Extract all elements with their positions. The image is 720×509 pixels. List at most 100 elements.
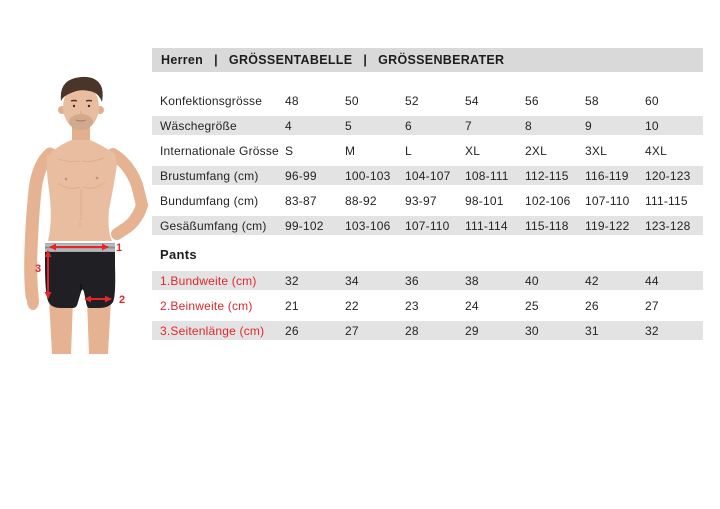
cell-value: 56 xyxy=(525,93,539,108)
cell-value: 8 xyxy=(525,118,532,133)
row-label: Konfektionsgrösse xyxy=(160,93,263,108)
pants-table: 1.Bundweite (cm) 32 34 36 38 40 42 44 2.… xyxy=(152,268,703,343)
cell-value: 26 xyxy=(585,298,599,313)
table-row: 2.Beinweite (cm) 21 22 23 24 25 26 27 xyxy=(152,293,703,318)
face xyxy=(70,99,93,122)
cell-value: 58 xyxy=(585,93,599,108)
cell-value: 111-115 xyxy=(645,193,688,208)
cell-value: 44 xyxy=(645,273,659,288)
table-row: Konfektionsgrösse 48 50 52 54 56 58 60 xyxy=(152,88,703,113)
right-arm xyxy=(107,148,149,240)
row-label: 2.Beinweite (cm) xyxy=(160,298,253,313)
cell-value: 3XL xyxy=(585,143,607,158)
cell-value: 119-122 xyxy=(585,218,630,233)
marker-3-label: 3 xyxy=(35,263,41,275)
category-label: Herren xyxy=(161,53,204,67)
cell-value: 27 xyxy=(345,323,359,338)
cell-value: 31 xyxy=(585,323,599,338)
cell-value: 107-110 xyxy=(585,193,630,208)
cell-value: 26 xyxy=(285,323,299,338)
marker-2-label: 2 xyxy=(119,294,125,306)
pants-section-heading: Pants xyxy=(160,247,197,262)
cell-value: 28 xyxy=(405,323,419,338)
table-row: 3.Seitenlänge (cm) 26 27 28 29 30 31 32 xyxy=(152,318,703,343)
tab-groessenberater[interactable]: GRÖSSENBERATER xyxy=(378,53,505,67)
marker-1-label: 1 xyxy=(116,242,122,254)
cell-value: 34 xyxy=(345,273,359,288)
cell-value: 42 xyxy=(585,273,599,288)
cell-value: 120-123 xyxy=(645,168,691,183)
table-row: Wäschegröße 4 5 6 7 8 9 10 xyxy=(152,113,703,138)
cell-value: 52 xyxy=(405,93,419,108)
row-label: Gesäßumfang (cm) xyxy=(160,218,267,233)
table-row: Internationale Grösse S M L XL 2XL 3XL 4… xyxy=(152,138,703,163)
cell-value: 115-118 xyxy=(525,218,569,233)
table-row: 1.Bundweite (cm) 32 34 36 38 40 42 44 xyxy=(152,268,703,293)
separator: | xyxy=(214,53,218,67)
cell-value: 5 xyxy=(345,118,352,133)
cell-value: S xyxy=(285,143,294,158)
cell-value: 83-87 xyxy=(285,193,317,208)
cell-value: 30 xyxy=(525,323,539,338)
cell-value: 103-106 xyxy=(345,218,391,233)
header-bar: Herren | GRÖSSENTABELLE | GRÖSSENBERATER xyxy=(152,48,703,72)
cell-value: 50 xyxy=(345,93,359,108)
boxer-briefs xyxy=(45,243,116,308)
row-label: Bundumfang (cm) xyxy=(160,193,259,208)
cell-value: 100-103 xyxy=(345,168,391,183)
cell-value: 107-110 xyxy=(405,218,450,233)
row-label: Internationale Grösse xyxy=(160,143,279,158)
torso xyxy=(46,140,117,241)
cell-value: 10 xyxy=(645,118,659,133)
cell-value: 4 xyxy=(285,118,292,133)
cell-value: 25 xyxy=(525,298,539,313)
cell-value: 27 xyxy=(645,298,659,313)
cell-value: 116-119 xyxy=(585,168,629,183)
cell-value: M xyxy=(345,143,356,158)
cell-value: 32 xyxy=(285,273,299,288)
man-figure: 1 2 3 xyxy=(24,76,149,354)
cell-value: 7 xyxy=(465,118,472,133)
cell-value: 102-106 xyxy=(525,193,571,208)
cell-value: 9 xyxy=(585,118,592,133)
cell-value: 93-97 xyxy=(405,193,437,208)
left-hand xyxy=(27,292,39,310)
cell-value: 108-111 xyxy=(465,168,509,183)
cell-value: 60 xyxy=(645,93,659,108)
cell-value: 22 xyxy=(345,298,359,313)
cell-value: 98-101 xyxy=(465,193,504,208)
row-label: Brustumfang (cm) xyxy=(160,168,259,183)
table-row: Bundumfang (cm) 83-87 88-92 93-97 98-101… xyxy=(152,188,703,213)
tab-groessentabelle[interactable]: GRÖSSENTABELLE xyxy=(228,53,353,67)
detail xyxy=(95,176,99,180)
row-label: 3.Seitenlänge (cm) xyxy=(160,323,265,338)
size-table: Konfektionsgrösse 48 50 52 54 56 58 60 W… xyxy=(152,88,703,238)
cell-value: 24 xyxy=(465,298,479,313)
cell-value: XL xyxy=(465,143,481,158)
cell-value: L xyxy=(405,143,412,158)
cell-value: 4XL xyxy=(645,143,667,158)
cell-value: 36 xyxy=(405,273,419,288)
cell-value: 104-107 xyxy=(405,168,451,183)
cell-value: 123-128 xyxy=(645,218,691,233)
head xyxy=(63,84,99,130)
cell-value: 40 xyxy=(525,273,539,288)
separator: | xyxy=(363,53,368,67)
table-row: Brustumfang (cm) 96-99 100-103 104-107 1… xyxy=(152,163,703,188)
cell-value: 96-99 xyxy=(285,168,317,183)
cell-value: 29 xyxy=(465,323,479,338)
cell-value: 21 xyxy=(285,298,299,313)
body-contours xyxy=(57,157,106,227)
cell-value: 112-115 xyxy=(525,168,569,183)
detail xyxy=(64,177,68,181)
leg xyxy=(87,300,111,354)
cell-value: 38 xyxy=(465,273,479,288)
leg xyxy=(49,300,73,354)
cell-value: 111-114 xyxy=(465,218,508,233)
row-label: 1.Bundweite (cm) xyxy=(160,273,257,288)
measurement-arrows xyxy=(44,243,112,303)
cell-value: 32 xyxy=(645,323,659,338)
cell-value: 6 xyxy=(405,118,412,133)
cell-value: 99-102 xyxy=(285,218,324,233)
